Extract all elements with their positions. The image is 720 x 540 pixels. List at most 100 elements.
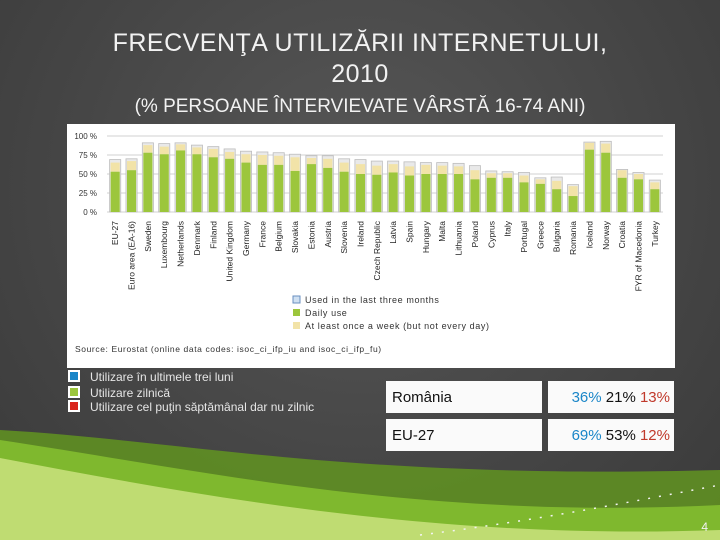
x-tick-label: Romania [568,221,578,255]
page-number: 4 [701,520,708,534]
bar-weekly [257,155,267,165]
x-tick-label: Greece [535,221,545,249]
x-tick-label: Croatia [617,221,627,249]
bar-weekly [535,179,545,184]
values-cell: 69% 53% 12% [545,419,674,451]
bar-weekly [290,157,300,171]
legend-label: Used in the last three months [305,295,439,305]
source-note: Source: Eurostat (online data codes: iso… [75,344,382,354]
x-tick-label: Belgium [274,221,284,252]
x-tick-label: Denmark [192,220,202,255]
x-tick-label: Germany [241,220,251,256]
bar-daily [552,189,562,212]
bar-weekly [584,142,594,150]
bar-weekly [470,170,480,180]
bar-daily [290,170,300,212]
bar-daily [421,174,431,212]
bar-weekly [601,143,611,153]
x-tick-label: Portugal [519,221,529,253]
bar-weekly [404,166,415,176]
bar-weekly [421,164,431,174]
legend-label-daily: Utilizare zilnică [90,386,171,400]
bar-weekly [355,164,366,174]
bar-weekly [241,154,251,163]
bar-weekly [437,165,447,174]
y-tick-label: 100 % [74,132,97,141]
legend-swatch-used [68,370,80,382]
bar-weekly [225,151,235,159]
bar-weekly [126,161,137,171]
bar-daily [470,179,480,212]
bar-daily [208,157,218,212]
x-tick-label: Netherlands [176,221,186,267]
x-tick-label: Hungary [421,220,431,253]
x-tick-label: Italy [503,220,513,236]
x-tick-label: FYR of Macedonia [633,221,643,292]
bar-daily [633,179,644,212]
bar-weekly [633,174,644,180]
bar-daily [568,196,578,212]
country-cell: România [386,381,548,413]
bar-daily [584,149,594,212]
legend-swatch [293,322,300,329]
table-row: România 36% 21% 13% [386,381,674,413]
x-tick-label: Malta [437,221,447,242]
bar-daily [225,158,235,212]
country-cell: EU-27 [386,419,548,451]
bar-daily [617,177,627,212]
x-tick-label: United Kingdom [225,221,235,281]
bar-weekly [159,146,169,155]
bar-weekly [192,147,202,155]
bar-weekly [176,144,186,151]
bar-weekly [568,186,578,197]
bar-daily [503,177,513,212]
bar-weekly [388,164,398,173]
legend-swatch [292,295,301,304]
x-tick-label: Lithuania [454,221,464,256]
values-cell: 36% 21% 13% [545,381,674,413]
legend-label: At least once a week (but not every day) [305,321,490,331]
bar-daily [257,164,267,212]
bar-daily [274,164,284,212]
x-tick-label: EU-27 [110,221,120,245]
chart-panel: 0 % 25 % 50 % 75 % 100 % EU-27 Euro area (EA-1… [67,124,675,368]
bar-weekly [339,162,349,172]
bar-daily [241,162,251,212]
bar-weekly [503,173,513,178]
bar-daily [355,174,366,212]
x-tick-label: Euro area (EA-16) [127,221,137,290]
x-tick-label: Austria [323,221,333,248]
bar-daily [486,177,496,212]
legend-label-weekly: Utilizare cel puţin săptămânal dar nu zi… [90,400,315,414]
slide-title-line2: 2010 [331,60,389,88]
bar-chart: 0 % 25 % 50 % 75 % 100 % EU-27 Euro area (EA-1… [74,132,663,354]
slide-title-line1: FRECVENŢA UTILIZĂRII INTERNETULUI, [112,29,608,57]
bar-weekly [306,158,316,165]
romanian-legend: Utilizare în ultimele trei luni Utilizar… [68,368,314,418]
x-tick-label: Sweden [143,221,153,252]
value-weekly: 12% [639,426,670,444]
bar-daily [454,174,464,212]
bar-daily [126,170,137,212]
table-row: EU-27 69% 53% 12% [386,419,674,451]
bar-daily [388,172,398,212]
legend-swatch-weekly [68,400,80,412]
y-tick-label: 50 % [79,170,97,179]
x-tick-label: Poland [470,221,480,248]
x-tick-label: Slovenia [339,221,349,254]
x-tick-label: Czech Republic [372,220,382,280]
value-daily: 53% [605,426,636,444]
value-used: 36% [571,388,602,406]
x-tick-label: Spain [405,221,415,243]
x-tick-label: Turkey [650,220,660,246]
x-tick-label: Luxembourg [159,221,169,269]
legend-label: Daily use [305,308,347,318]
bar-daily [339,171,349,212]
bar-weekly [274,155,284,165]
bar-daily [176,150,186,212]
bar-daily [192,154,202,212]
bar-weekly [617,170,627,178]
x-tick-label: Estonia [306,221,316,250]
x-tick-label: Cyprus [486,221,496,248]
